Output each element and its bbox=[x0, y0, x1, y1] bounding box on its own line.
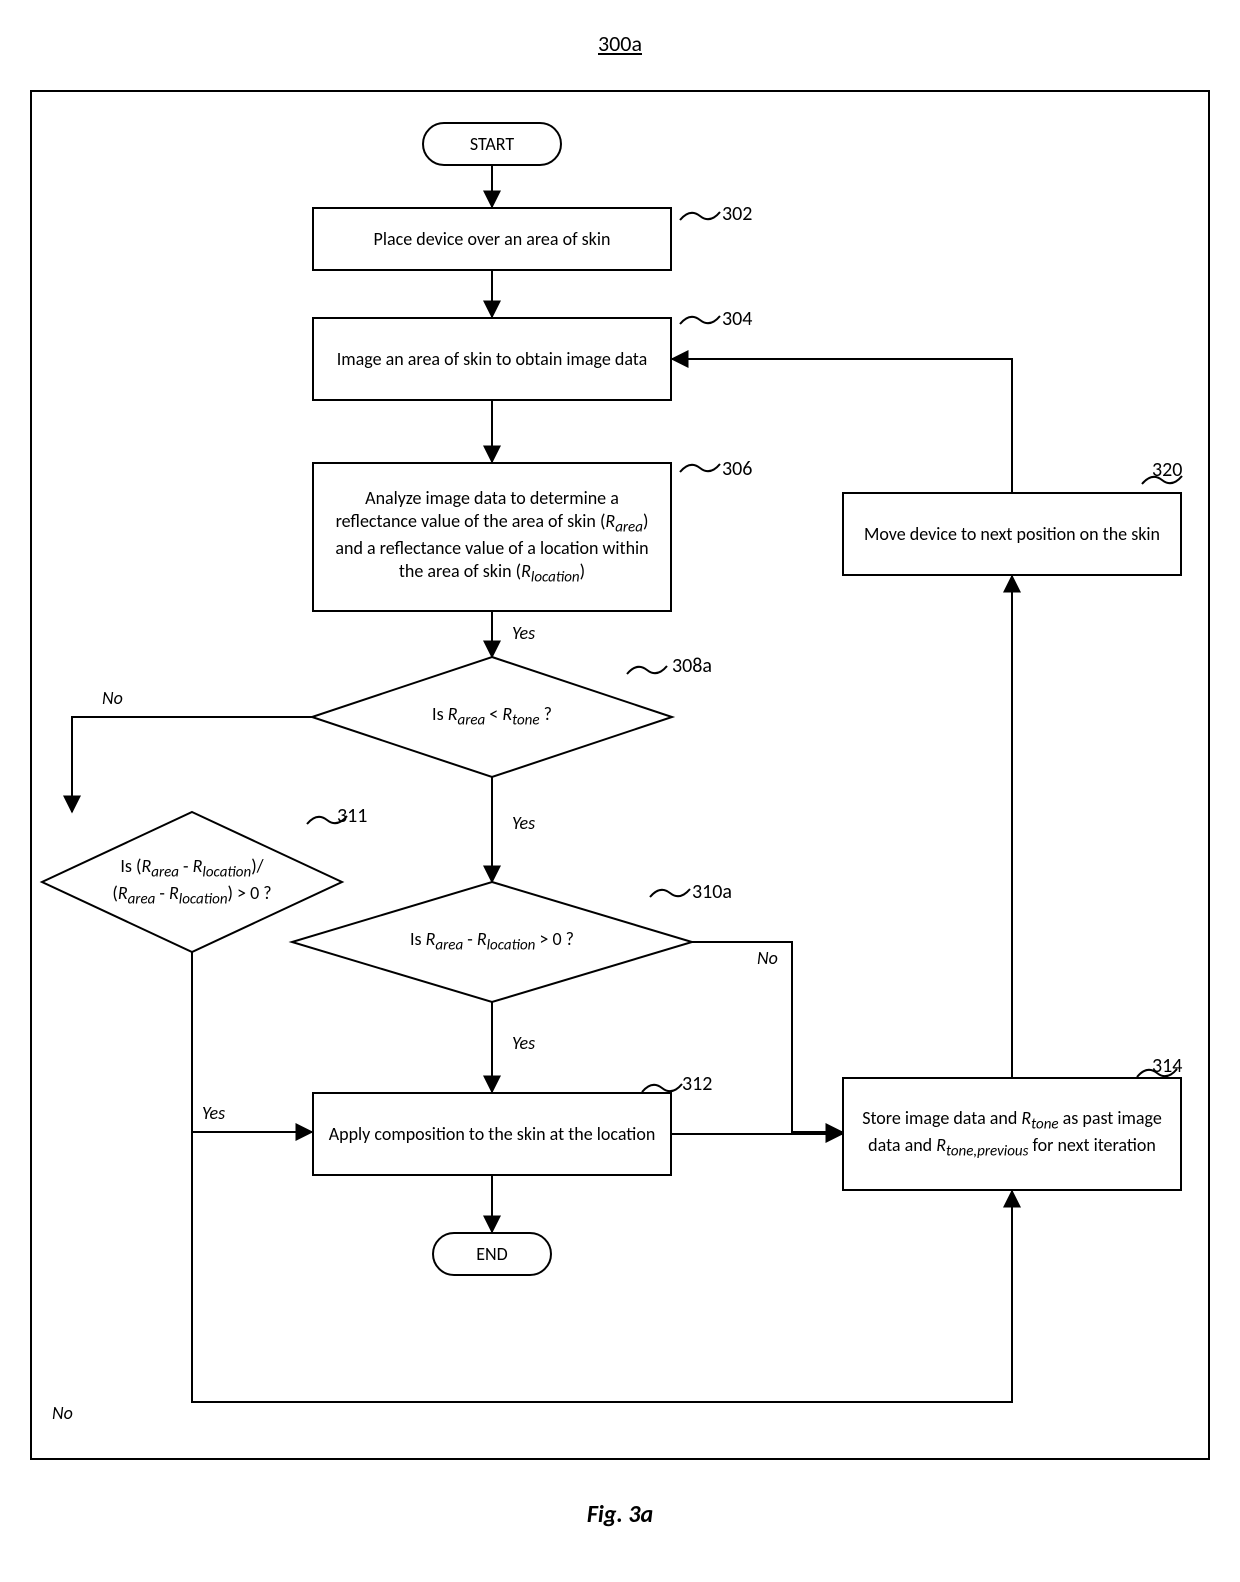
decision-308a-text: Is Rarea < Rtone ? bbox=[312, 657, 672, 777]
ref-314: 314 bbox=[1152, 1054, 1182, 1078]
ref-306: 306 bbox=[722, 457, 752, 481]
node-306: Analyze image data to determine a reflec… bbox=[312, 462, 672, 612]
figure-number: 300a bbox=[0, 30, 1240, 57]
edge-label: No bbox=[757, 947, 778, 969]
edge-label: No bbox=[102, 687, 123, 709]
node-314: Store image data and Rtone as past image… bbox=[842, 1077, 1182, 1191]
edge-label: Yes bbox=[512, 812, 535, 834]
node-304: Image an area of skin to obtain image da… bbox=[312, 317, 672, 401]
node-320: Move device to next position on the skin bbox=[842, 492, 1182, 576]
ref-302: 302 bbox=[722, 202, 752, 226]
ref-320: 320 bbox=[1152, 458, 1182, 482]
decision-310a-text: Is Rarea - Rlocation > 0 ? bbox=[292, 882, 692, 1002]
node-312: Apply composition to the skin at the loc… bbox=[312, 1092, 672, 1176]
start-node: START bbox=[422, 122, 562, 166]
ref-310a: 310a bbox=[692, 880, 732, 904]
ref-304: 304 bbox=[722, 307, 752, 331]
ref-311: 311 bbox=[337, 804, 367, 828]
edge-label: No bbox=[52, 1402, 73, 1424]
edge-label: Yes bbox=[202, 1102, 225, 1124]
ref-308a: 308a bbox=[672, 654, 712, 678]
node-302: Place device over an area of skin bbox=[312, 207, 672, 271]
edge-label: Yes bbox=[512, 622, 535, 644]
end-node: END bbox=[432, 1232, 552, 1276]
figure-caption: Fig. 3a bbox=[0, 1500, 1240, 1529]
flowchart-frame: START Place device over an area of skin … bbox=[30, 90, 1210, 1460]
edge-label: Yes bbox=[512, 1032, 535, 1054]
ref-312: 312 bbox=[682, 1072, 712, 1096]
